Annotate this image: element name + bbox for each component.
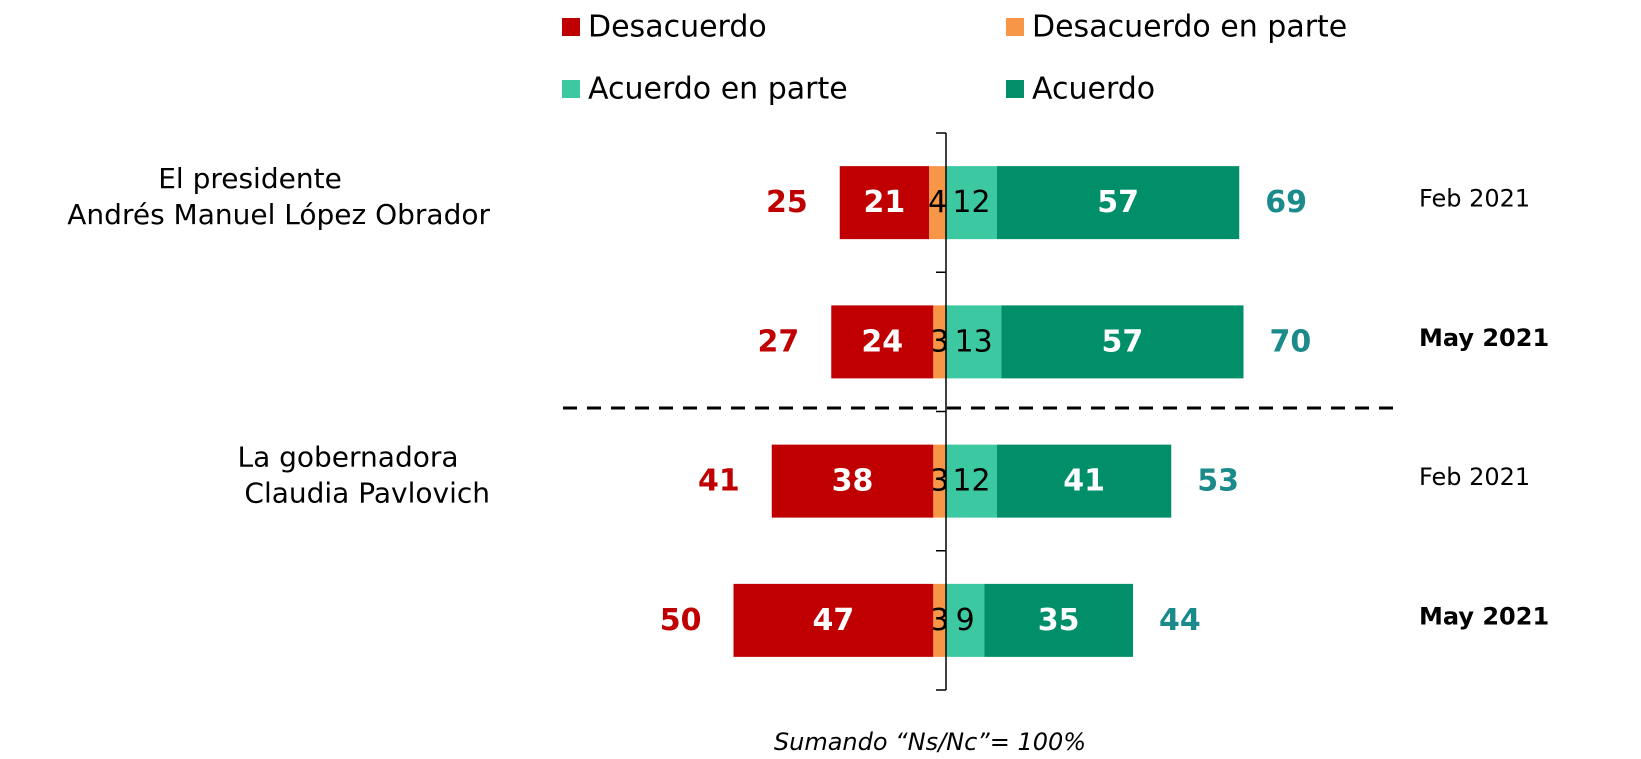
total-label: 70: [1270, 324, 1312, 359]
group-label: Andrés Manuel López Obrador: [67, 198, 490, 231]
period-label: Feb 2021: [1419, 463, 1530, 491]
footnote: Sumando “Ns/Nc”= 100%: [774, 728, 1086, 756]
data-label: 21: [864, 185, 906, 220]
bar-segment: [933, 444, 946, 518]
bar-segment: [997, 444, 1172, 518]
bar-segment: [946, 444, 997, 518]
data-label: 38: [832, 464, 874, 499]
legend-swatch: [1006, 18, 1024, 36]
group-label: La gobernadora: [237, 441, 458, 474]
group-label: Claudia Pavlovich: [244, 477, 490, 510]
data-label: 35: [1038, 603, 1080, 638]
bar-segment: [733, 583, 934, 657]
legend-swatch: [1006, 80, 1024, 98]
legend-label: Desacuerdo: [588, 10, 767, 45]
bar-segment: [946, 305, 1002, 379]
data-label: 3: [930, 464, 949, 499]
period-label: Feb 2021: [1419, 185, 1530, 213]
data-label: 3: [930, 324, 949, 359]
data-label: 9: [956, 603, 975, 638]
total-label: 69: [1265, 185, 1307, 220]
total-label: 27: [758, 324, 800, 359]
data-label: 41: [1063, 464, 1105, 499]
data-label: 3: [930, 603, 949, 638]
data-label: 12: [952, 185, 990, 220]
data-label: 57: [1102, 324, 1144, 359]
legend-swatch: [562, 18, 580, 36]
bar-segment: [771, 444, 934, 518]
data-label: 13: [955, 324, 993, 359]
period-label: May 2021: [1419, 324, 1549, 352]
bar-segment: [929, 166, 946, 240]
total-label: 50: [660, 603, 702, 638]
bar-segment: [984, 583, 1133, 657]
bar-segment: [946, 583, 985, 657]
total-label: 44: [1159, 603, 1201, 638]
group-label: El presidente: [158, 162, 342, 195]
bar-segment: [933, 583, 946, 657]
legend-swatch: [562, 80, 580, 98]
total-label: 41: [698, 464, 740, 499]
total-label: 25: [766, 185, 808, 220]
bar-segment: [1001, 305, 1244, 379]
legend-label: Desacuerdo en parte: [1032, 10, 1347, 45]
total-label: 53: [1197, 464, 1239, 499]
data-label: 24: [861, 324, 903, 359]
data-label: 4: [928, 185, 947, 220]
bar-segment: [997, 166, 1240, 240]
bar-segment: [933, 305, 946, 379]
data-label: 12: [952, 464, 990, 499]
legend-label: Acuerdo: [1032, 72, 1155, 107]
period-label: May 2021: [1419, 602, 1549, 630]
legend-label: Acuerdo en parte: [588, 72, 848, 107]
data-label: 57: [1097, 185, 1139, 220]
data-label: 47: [813, 603, 855, 638]
bar-segment: [839, 166, 929, 240]
bar-segment: [946, 166, 997, 240]
bar-segment: [831, 305, 934, 379]
